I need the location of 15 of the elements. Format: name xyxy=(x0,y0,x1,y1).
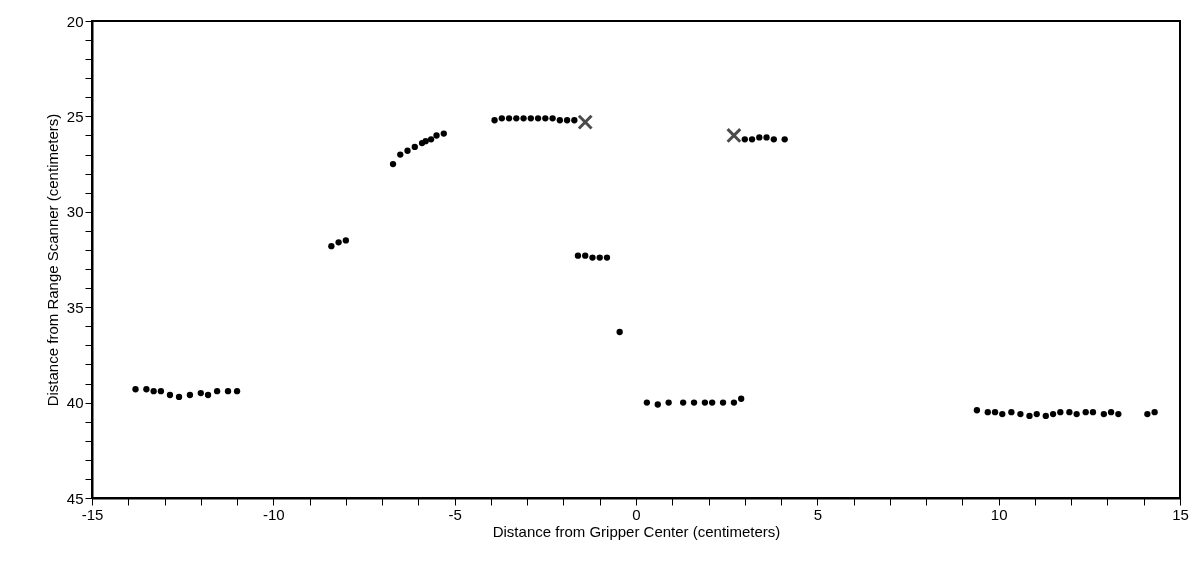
x-tick-label: 10 xyxy=(990,505,1008,523)
x-tick-label: 15 xyxy=(1172,505,1189,523)
x-tick-label: 0 xyxy=(632,505,641,523)
y-axis-title: Distance from Range Scanner (centimeters) xyxy=(43,113,61,407)
x-tick-label: 5 xyxy=(813,505,823,523)
x-tick-label: -5 xyxy=(448,505,462,523)
x-tick-label: -10 xyxy=(262,505,285,523)
x-tick-label: -15 xyxy=(81,505,104,523)
x-axis-title: Distance from Gripper Center (centimeters) xyxy=(492,522,781,540)
y-tick-label: 25 xyxy=(66,107,84,125)
y-tick-label: 45 xyxy=(66,489,84,507)
y-tick-label: 40 xyxy=(66,394,84,412)
y-tick-label: 20 xyxy=(66,12,84,30)
y-tick-label: 35 xyxy=(66,298,84,316)
y-tick-label: 30 xyxy=(66,203,84,221)
